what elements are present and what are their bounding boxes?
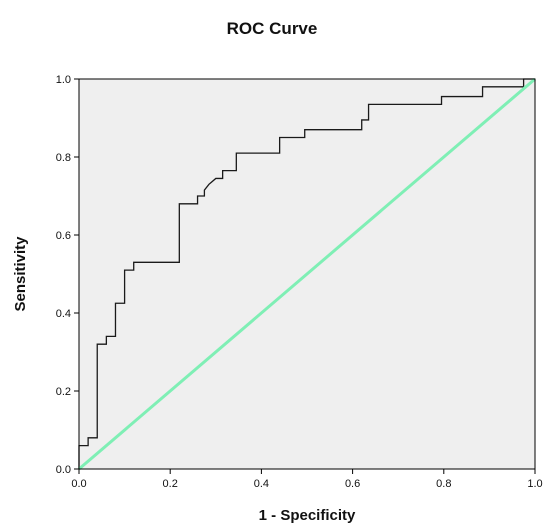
x-tick-label: 0.4 [254,478,269,490]
y-tick-label: 0.0 [56,464,71,476]
chart-title: ROC Curve [227,19,318,38]
x-tick-label: 0.0 [71,478,86,490]
y-tick-label: 0.2 [56,386,71,398]
x-tick-label: 0.6 [345,478,360,490]
x-tick-label: 0.8 [436,478,451,490]
y-tick-label: 1.0 [56,74,71,86]
y-tick-label: 0.6 [56,230,71,242]
x-tick-label: 0.2 [163,478,178,490]
y-tick-label: 0.4 [56,308,71,320]
x-axis-label: 1 - Specificity [259,507,356,524]
x-tick-label: 1.0 [527,478,542,490]
y-axis-ticks: 0.0 0.2 0.4 0.6 0.8 1.0 [56,74,79,476]
y-tick-label: 0.8 [56,152,71,164]
y-axis-label: Sensitivity [12,236,29,312]
x-axis-ticks: 0.0 0.2 0.4 0.6 0.8 1.0 [71,469,542,490]
